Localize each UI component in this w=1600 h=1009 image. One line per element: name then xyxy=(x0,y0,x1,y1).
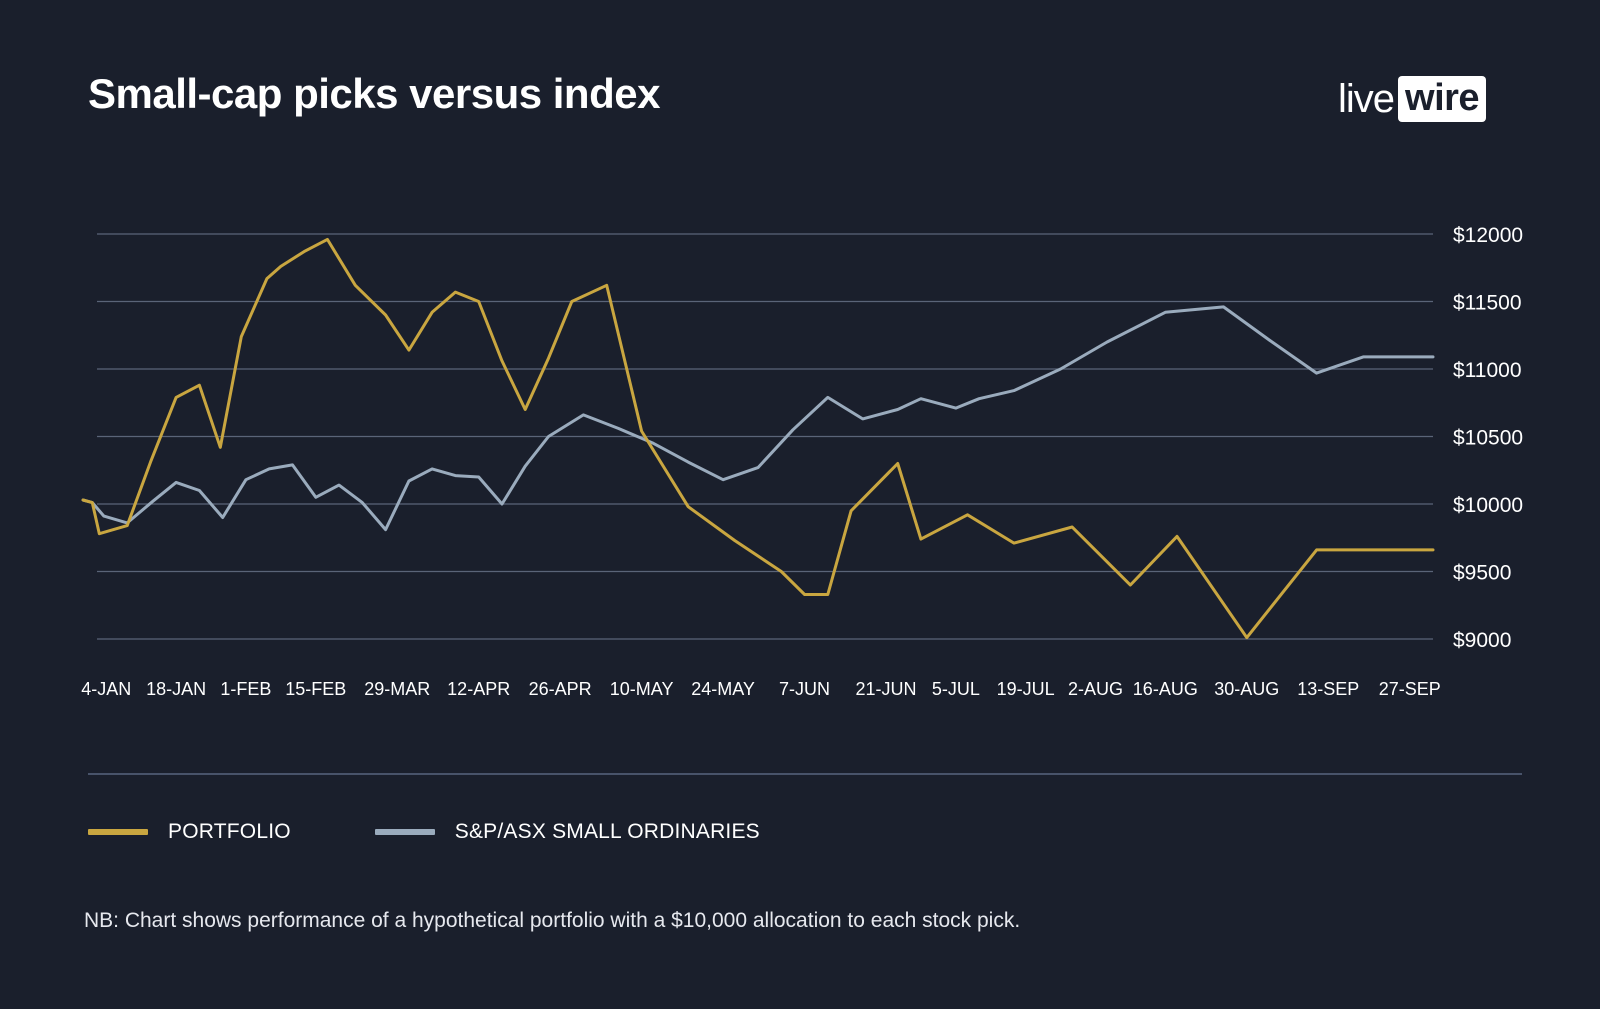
x-tick-label: 29-MAR xyxy=(364,679,430,699)
series-line-portfolio xyxy=(81,237,1435,640)
y-tick-label: $11000 xyxy=(1453,359,1522,382)
series-line-index xyxy=(81,305,1435,532)
y-tick-label: $9000 xyxy=(1453,629,1511,652)
x-tick-label: 18-JAN xyxy=(146,679,206,699)
x-tick-label: 26-APR xyxy=(529,679,592,699)
x-tick-label: 27-SEP xyxy=(1379,679,1441,699)
logo-wire-text: wire xyxy=(1398,76,1487,122)
y-tick-label: $12000 xyxy=(1453,224,1523,247)
legend-item-portfolio: PORTFOLIO xyxy=(88,820,291,844)
x-tick-label: 13-SEP xyxy=(1297,679,1359,699)
legend-swatch-index xyxy=(374,829,435,835)
x-tick-label: 15-FEB xyxy=(285,679,346,699)
livewire-logo: live wire xyxy=(1338,76,1487,122)
y-tick-label: $9500 xyxy=(1453,562,1511,585)
x-tick-label: 21-JUN xyxy=(856,679,917,699)
chart-title: Small-cap picks versus index xyxy=(88,70,660,117)
footnote: NB: Chart shows performance of a hypothe… xyxy=(84,909,1021,932)
y-tick-label: $10500 xyxy=(1453,427,1523,450)
x-tick-label: 2-AUG xyxy=(1068,679,1123,699)
x-tick-label: 5-JUL xyxy=(932,679,980,699)
x-tick-label: 16-AUG xyxy=(1133,679,1198,699)
x-tick-label: 4-JAN xyxy=(81,679,131,699)
x-tick-label: 30-AUG xyxy=(1214,679,1279,699)
legend-label-index: S&P/ASX SMALL ORDINARIES xyxy=(454,820,760,843)
logo-live-text: live xyxy=(1338,77,1395,121)
legend: PORTFOLIO S&P/ASX SMALL ORDINARIES xyxy=(88,820,844,844)
line-chart: $9000 $9500 $10000 $10500 $11000 $11500 $12000… xyxy=(81,224,1523,699)
y-tick-label: $11500 xyxy=(1453,292,1522,315)
legend-item-index: S&P/ASX SMALL ORDINARIES xyxy=(374,820,760,844)
x-tick-label: 19-JUL xyxy=(997,679,1055,699)
x-tick-label: 1-FEB xyxy=(220,679,271,699)
x-tick-label: 24-MAY xyxy=(691,679,755,699)
y-tick-label: $10000 xyxy=(1453,494,1523,517)
legend-swatch-portfolio xyxy=(88,829,148,835)
legend-label-portfolio: PORTFOLIO xyxy=(168,820,291,843)
x-tick-label: 12-APR xyxy=(447,679,510,699)
divider xyxy=(88,773,1522,775)
x-tick-label: 7-JUN xyxy=(779,679,830,699)
x-tick-label: 10-MAY xyxy=(610,679,674,699)
